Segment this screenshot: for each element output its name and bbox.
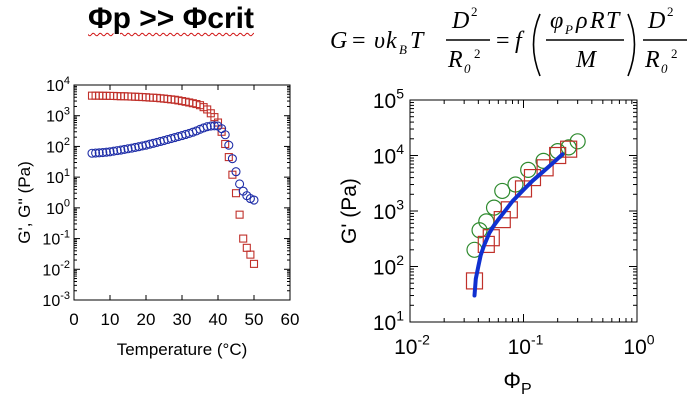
data-point-square bbox=[560, 140, 578, 158]
eq-R2-exponent: 2 bbox=[671, 46, 678, 61]
y-tick-label: 103 bbox=[373, 197, 404, 224]
data-point-circle bbox=[91, 148, 101, 158]
data-point-circle bbox=[202, 122, 212, 132]
eq-R: R bbox=[447, 47, 463, 73]
eq-R2-subscript: 0 bbox=[661, 61, 668, 76]
plot-frame bbox=[409, 99, 638, 323]
fit-curve bbox=[472, 152, 565, 298]
x-axis-label: Temperature (°C) bbox=[117, 340, 248, 359]
chart-temperature-sweep: 0 10 20 30 40 50 60 10-3 10-2 10-1 100 101 102 103 104… bbox=[15, 75, 299, 359]
data-point-circle bbox=[119, 144, 129, 154]
data-point-circle bbox=[112, 146, 122, 156]
data-point-square bbox=[523, 168, 542, 187]
y-tick-label: 10-3 bbox=[42, 290, 70, 310]
eq-D-exponent: 2 bbox=[471, 4, 478, 19]
eq-equals-2: = bbox=[496, 28, 510, 54]
x-tick-label: 30 bbox=[173, 310, 192, 329]
eq-T-2: T bbox=[606, 8, 621, 34]
eq-nu: υ bbox=[374, 28, 385, 54]
data-point-square bbox=[231, 189, 241, 198]
data-point-circle bbox=[127, 143, 137, 153]
y-axis-label: G' (Pa) bbox=[338, 178, 361, 244]
eq-R-exponent: 2 bbox=[474, 46, 481, 61]
eq-D2-exponent: 2 bbox=[667, 4, 674, 19]
equation: G = υ k B T D 2 R 0 2 = f φ P ρ R T M D … bbox=[330, 4, 687, 77]
data-point-circle bbox=[116, 145, 126, 155]
x-tick-label: 10 bbox=[101, 310, 120, 329]
x-tick-label: 40 bbox=[209, 310, 228, 329]
y-tick-label: 102 bbox=[46, 136, 70, 156]
data-point-circle bbox=[249, 195, 259, 205]
x-tick-label: 10-2 bbox=[394, 332, 430, 359]
eq-rho: ρ bbox=[575, 8, 588, 34]
eq-M: M bbox=[575, 47, 598, 73]
data-point-square bbox=[549, 146, 567, 165]
data-point-circle bbox=[109, 146, 119, 156]
y-tick-label: 100 bbox=[46, 198, 70, 218]
data-point-square bbox=[514, 180, 533, 198]
x-tick-label: 20 bbox=[137, 310, 156, 329]
y-tick-label: 104 bbox=[373, 141, 404, 168]
data-point-circle bbox=[494, 182, 511, 200]
y-tick-label: 104 bbox=[46, 75, 70, 95]
x-axis-label: ΦP bbox=[503, 368, 531, 398]
x-tick-label: 10-1 bbox=[508, 332, 544, 359]
data-point-circle bbox=[227, 154, 237, 164]
y-tick-label: 10-2 bbox=[42, 259, 70, 279]
data-point-circle bbox=[94, 148, 104, 158]
data-point-circle bbox=[235, 179, 245, 189]
eq-R-gas: R bbox=[589, 8, 605, 34]
y-tick-label: 101 bbox=[373, 308, 404, 335]
data-point-circle bbox=[134, 142, 144, 152]
data-point-circle bbox=[224, 140, 234, 150]
data-point-circle bbox=[130, 142, 140, 152]
data-point-circle bbox=[206, 121, 216, 131]
eq-phi-subscript: P bbox=[564, 22, 573, 37]
eq-f: f bbox=[515, 28, 525, 54]
eq-equals-1: = bbox=[352, 28, 366, 54]
x-tick-label: 100 bbox=[623, 332, 654, 359]
data-point-square bbox=[246, 250, 255, 259]
y-tick-label: 105 bbox=[373, 86, 404, 113]
eq-D-2: D bbox=[647, 8, 665, 34]
eq-k-subscript: B bbox=[399, 42, 407, 57]
data-point-circle bbox=[535, 152, 552, 169]
data-point-circle bbox=[220, 130, 230, 140]
data-point-square bbox=[500, 201, 518, 219]
y-tick-label: 103 bbox=[46, 106, 70, 126]
eq-lhs: G bbox=[330, 28, 347, 54]
eq-R-subscript: 0 bbox=[464, 61, 471, 76]
data-point-circle bbox=[123, 144, 133, 154]
data-point-circle bbox=[101, 147, 111, 157]
data-point-circle bbox=[231, 167, 241, 177]
data-point-circle bbox=[87, 148, 97, 158]
eq-T: T bbox=[410, 28, 425, 54]
eq-D: D bbox=[451, 8, 469, 34]
eq-phi: φ bbox=[550, 8, 563, 34]
y-axis-label: G', G'' (Pa) bbox=[15, 161, 34, 243]
chart-modulus-vs-volume-fraction: 10-2 10-1 100 101 102 103 104 105 ΦP G' (Pa) bbox=[338, 86, 655, 398]
x-tick-label: 60 bbox=[281, 310, 300, 329]
data-point-square bbox=[242, 243, 251, 252]
eq-k: k bbox=[386, 28, 397, 54]
y-tick-label: 10-1 bbox=[42, 228, 70, 248]
data-point-circle bbox=[105, 147, 115, 157]
data-point-square bbox=[239, 234, 248, 243]
y-tick-label: 101 bbox=[46, 167, 70, 187]
page-title: Φp >> Φcrit bbox=[88, 2, 254, 35]
data-point-square bbox=[536, 159, 554, 177]
y-tick-label: 102 bbox=[373, 252, 404, 279]
data-point-circle bbox=[98, 148, 108, 158]
eq-R-2: R bbox=[644, 47, 660, 73]
data-point-square bbox=[249, 259, 259, 268]
data-point-square bbox=[235, 210, 244, 219]
x-tick-label: 0 bbox=[69, 310, 78, 329]
x-tick-label: 50 bbox=[245, 310, 264, 329]
